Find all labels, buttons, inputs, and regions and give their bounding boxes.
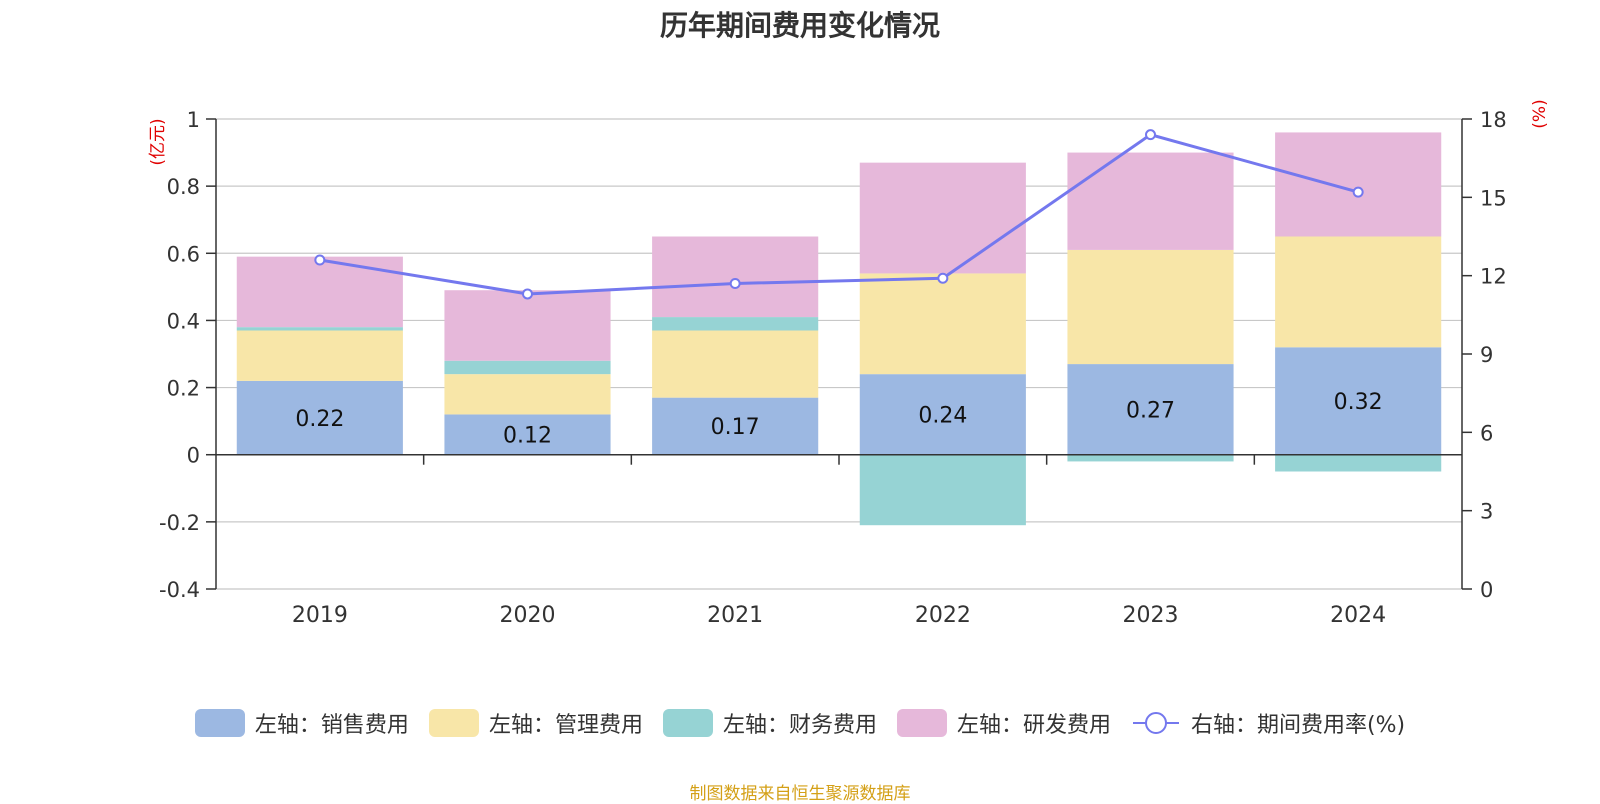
bar-rd-2024 bbox=[1275, 132, 1442, 237]
right-tick-label: 12 bbox=[1480, 265, 1507, 289]
legend-label: 左轴：管理费用 bbox=[488, 713, 643, 738]
rate-point-2020 bbox=[522, 288, 533, 300]
data-label-sales: 0.22 bbox=[295, 407, 344, 432]
legend-item-finance[interactable]: 左轴：财务费用 bbox=[662, 707, 877, 739]
legend-item-sales[interactable]: 左轴：销售费用 bbox=[194, 707, 409, 739]
bar-rd-2020 bbox=[444, 290, 611, 361]
data-label-sales: 0.17 bbox=[711, 415, 760, 440]
legend-swatch-sales bbox=[194, 709, 245, 737]
legend-item-rate[interactable]: 右轴：期间费用率(%) bbox=[1131, 707, 1405, 739]
legend-line-circle bbox=[1144, 712, 1167, 734]
left-tick-label: -0.4 bbox=[159, 578, 200, 602]
x-tick-label: 2019 bbox=[292, 603, 348, 628]
left-tick-label: 0.2 bbox=[167, 377, 200, 401]
bar-admin-2024 bbox=[1275, 236, 1442, 348]
axes: 1 0.8 0.6 0.4 0.2 0 -0.2 -0.4 18 15 12 9 6 3 0 2019 2020… bbox=[159, 108, 1507, 628]
bar-admin-2020 bbox=[444, 374, 611, 415]
x-tick-label: 2022 bbox=[915, 603, 971, 628]
chart-legend: 左轴：销售费用 左轴：管理费用 左轴：财务费用 左轴：研发费用 右轴：期间费用率(%) bbox=[0, 703, 1600, 743]
data-label-sales: 0.12 bbox=[503, 424, 552, 449]
legend-label: 左轴：财务费用 bbox=[722, 713, 877, 738]
x-tick-label: 2024 bbox=[1330, 603, 1386, 628]
bar-sales-2023 bbox=[1067, 364, 1234, 455]
rate-point-2022 bbox=[937, 272, 949, 284]
legend-item-admin[interactable]: 左轴：管理费用 bbox=[428, 707, 643, 739]
right-tick-label: 9 bbox=[1480, 343, 1493, 367]
rate-line-layer bbox=[314, 129, 1364, 300]
bar-finance-2021 bbox=[652, 317, 819, 331]
legend-swatch-finance bbox=[662, 709, 713, 737]
bar-rd-2019 bbox=[236, 256, 403, 328]
right-tick-label: 15 bbox=[1480, 186, 1507, 210]
bar-sales-2024 bbox=[1275, 347, 1442, 455]
bar-layer bbox=[236, 132, 1442, 526]
left-tick-label: 0 bbox=[187, 444, 200, 468]
bar-admin-2021 bbox=[652, 330, 819, 398]
legend-label: 左轴：销售费用 bbox=[254, 713, 409, 738]
legend-item-rd[interactable]: 左轴：研发费用 bbox=[896, 707, 1111, 739]
left-tick-label: 0.8 bbox=[167, 175, 200, 199]
right-tick-label: 3 bbox=[1480, 500, 1493, 524]
x-tick-label: 2023 bbox=[1123, 603, 1179, 628]
right-axis-unit: (%) bbox=[1530, 99, 1550, 128]
legend-swatch-rd bbox=[896, 709, 947, 737]
rate-point-2019 bbox=[314, 254, 326, 266]
bar-rd-2021 bbox=[652, 236, 819, 318]
data-label-sales: 0.27 bbox=[1126, 398, 1175, 423]
bar-finance-2024 bbox=[1275, 454, 1442, 472]
left-tick-label: 0.6 bbox=[167, 242, 200, 266]
bar-admin-2022 bbox=[859, 273, 1026, 375]
left-axis-unit: (亿元) bbox=[148, 118, 168, 165]
bar-sales-2021 bbox=[652, 397, 819, 455]
right-tick-label: 0 bbox=[1480, 578, 1493, 602]
left-tick-label: 1 bbox=[187, 108, 200, 132]
chart-title: 历年期间费用变化情况 bbox=[659, 9, 940, 42]
rate-point-2024 bbox=[1352, 186, 1364, 198]
legend-label: 右轴：期间费用率(%) bbox=[1190, 713, 1406, 738]
bar-finance-2023 bbox=[1067, 454, 1234, 462]
left-tick-label: -0.2 bbox=[159, 511, 200, 535]
x-tick-label: 2021 bbox=[707, 603, 763, 628]
grid-lines bbox=[216, 118, 1462, 590]
data-label-sales: 0.32 bbox=[1334, 390, 1383, 415]
bar-sales-2022 bbox=[859, 374, 1026, 455]
data-labels: 0.22 0.12 0.17 0.24 0.27 0.32 bbox=[295, 390, 1382, 449]
bar-rd-2022 bbox=[859, 162, 1026, 274]
rate-point-2023 bbox=[1145, 129, 1156, 141]
chart-canvas: 1 0.8 0.6 0.4 0.2 0 -0.2 -0.4 18 15 12 9 6 3 0 2019 2020… bbox=[148, 99, 1550, 628]
right-tick-label: 6 bbox=[1480, 421, 1493, 445]
legend-swatch-admin bbox=[428, 709, 479, 737]
bar-sales-2019 bbox=[236, 380, 403, 455]
rate-line bbox=[319, 133, 1359, 296]
bar-rd-2023 bbox=[1067, 152, 1234, 250]
bar-finance-2020 bbox=[444, 360, 611, 375]
bar-sales-2020 bbox=[444, 414, 611, 455]
bar-finance-2022 bbox=[859, 454, 1026, 526]
data-label-sales: 0.24 bbox=[918, 403, 967, 428]
left-tick-label: 0.4 bbox=[167, 309, 200, 333]
bar-admin-2023 bbox=[1067, 249, 1234, 365]
bar-finance-2019 bbox=[236, 327, 403, 331]
right-tick-label: 18 bbox=[1480, 108, 1507, 132]
bar-admin-2019 bbox=[236, 330, 403, 381]
legend-label: 左轴：研发费用 bbox=[956, 713, 1111, 738]
legend-line-marker bbox=[1132, 712, 1179, 734]
data-source-note: 制图数据来自恒生聚源数据库 bbox=[689, 784, 911, 804]
x-tick-label: 2020 bbox=[500, 603, 556, 628]
rate-point-2021 bbox=[729, 278, 741, 289]
